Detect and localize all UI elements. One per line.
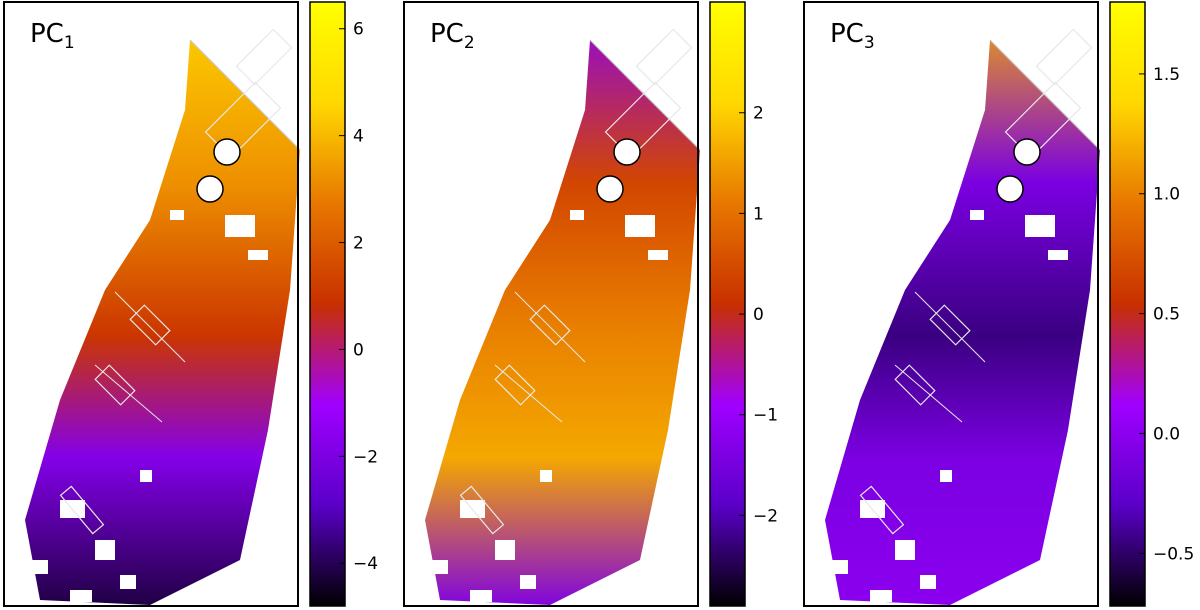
panel-pc3: PC3 −0.5 0.0 0.5 1.0 1.5 — [800, 0, 1200, 610]
masked-region — [140, 470, 152, 482]
masked-region — [870, 590, 892, 602]
slit-line — [114, 291, 186, 363]
panel-title: PC3 — [830, 19, 875, 53]
colorbar-border — [1109, 1, 1146, 607]
masked-region — [940, 470, 952, 482]
masked-region — [495, 540, 515, 560]
pc1-figure: PC1 −4 −2 0 2 4 6 — [3, 1, 378, 607]
aperture-box — [235, 28, 293, 86]
masked-region — [625, 215, 655, 237]
slit-line — [914, 291, 986, 363]
star-mask-circle — [213, 138, 241, 166]
masked-region — [470, 590, 492, 602]
slit-line — [894, 364, 963, 423]
colorbar-tick-label: 2 — [353, 234, 364, 254]
colorbar-tick-label: 1 — [753, 204, 764, 224]
aperture-box — [859, 485, 905, 535]
slit-edge-line — [189, 39, 301, 151]
panel-title: PC2 — [430, 19, 475, 53]
masked-region — [248, 250, 268, 260]
colorbar-tick-label: −0.5 — [1153, 544, 1194, 564]
colorbar-tick-label: 0 — [753, 305, 764, 325]
masked-region — [920, 575, 936, 589]
masked-region — [648, 250, 668, 260]
aperture-box — [459, 485, 505, 535]
aperture-box — [635, 28, 693, 86]
aperture-box — [59, 485, 105, 535]
masked-region — [225, 215, 255, 237]
pc3-figure: PC3 −0.5 0.0 0.5 1.0 1.5 — [803, 1, 1194, 607]
masked-region — [95, 540, 115, 560]
panel-pc2: PC2 −2 −1 0 1 2 — [400, 0, 800, 610]
colorbar-tick-label: 1.5 — [1153, 65, 1180, 85]
aperture-box — [929, 304, 971, 346]
masked-region — [1025, 215, 1055, 237]
colorbar-tick-label: 1.0 — [1153, 185, 1180, 205]
star-mask-circle — [1013, 138, 1041, 166]
masked-region — [830, 560, 848, 574]
star-mask-circle — [613, 138, 641, 166]
panel-title: PC1 — [30, 19, 75, 53]
colorbar-tick-label: −2 — [753, 506, 778, 526]
star-mask-circle — [596, 175, 624, 203]
panel-title-subscript: 2 — [464, 33, 475, 53]
axes-border — [403, 1, 699, 607]
masked-region — [1048, 250, 1068, 260]
colorbar-tick-label: 4 — [353, 127, 364, 147]
masked-region — [970, 210, 984, 220]
axes-border — [3, 1, 299, 607]
masked-region — [895, 540, 915, 560]
slit-line — [494, 364, 563, 423]
masked-region — [120, 575, 136, 589]
aperture-box — [1035, 28, 1093, 86]
star-mask-circle — [996, 175, 1024, 203]
panel-title-main: PC — [30, 19, 64, 49]
slit-line — [514, 291, 586, 363]
masked-region — [430, 560, 448, 574]
slit-edge-line — [589, 39, 701, 151]
colorbar-tick-label: 0 — [353, 340, 364, 360]
colorbar-tick-label: 0.0 — [1153, 424, 1180, 444]
slit-line — [94, 364, 163, 423]
aperture-box — [529, 304, 571, 346]
colorbar-tick-label: −1 — [753, 406, 778, 426]
colorbar-tick-label: −2 — [353, 447, 378, 467]
colorbar-tick-label: 6 — [353, 20, 364, 40]
slit-edge-line — [989, 39, 1101, 151]
masked-region — [30, 560, 48, 574]
aperture-box — [894, 364, 936, 406]
panel-title-main: PC — [830, 19, 864, 49]
colorbar — [710, 2, 745, 606]
colorbar-tick-label: −4 — [353, 554, 378, 574]
axes-border — [803, 1, 1099, 607]
aperture-box — [94, 364, 136, 406]
masked-region — [570, 210, 584, 220]
star-mask-circle — [196, 175, 224, 203]
colorbar-tick-label: 0.5 — [1153, 305, 1180, 325]
colorbar-border — [309, 1, 346, 607]
masked-region — [170, 210, 184, 220]
masked-region — [540, 470, 552, 482]
colorbar — [310, 2, 345, 606]
masked-region — [520, 575, 536, 589]
colorbar — [1110, 2, 1145, 606]
panel-title-subscript: 3 — [864, 33, 875, 53]
masked-region — [70, 590, 92, 602]
colorbar-tick-label: 2 — [753, 104, 764, 124]
panel-title-main: PC — [430, 19, 464, 49]
panel-pc1: PC1 −4 −2 0 2 4 6 — [0, 0, 400, 610]
panel-title-subscript: 1 — [64, 33, 75, 53]
aperture-box — [129, 304, 171, 346]
aperture-box — [494, 364, 536, 406]
colorbar-border — [709, 1, 746, 607]
